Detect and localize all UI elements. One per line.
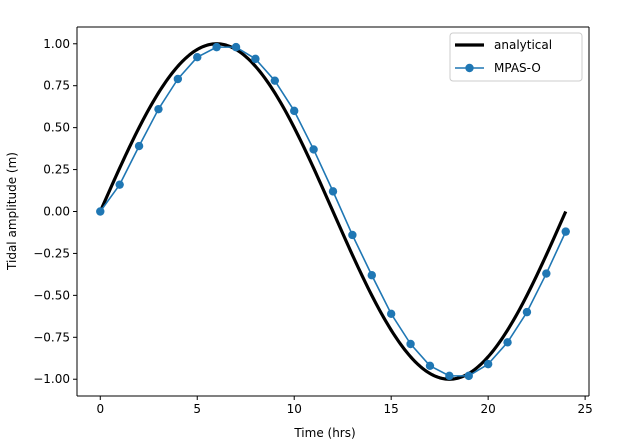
mpas-o-point xyxy=(134,141,144,151)
mpas-o-point xyxy=(522,307,532,317)
mpas-o-point xyxy=(173,74,183,84)
x-tick-label: 0 xyxy=(96,402,104,416)
y-tick-label: −1.00 xyxy=(33,372,70,386)
mpas-o-point xyxy=(406,339,415,349)
mpas-o-point xyxy=(115,180,124,189)
x-tick-label: 20 xyxy=(481,402,496,416)
mpas-o-point xyxy=(212,42,221,52)
mpas-o-point xyxy=(193,52,202,62)
y-tick-label: 0.75 xyxy=(43,79,70,93)
y-tick-label: −0.75 xyxy=(33,330,70,344)
mpas-o-point xyxy=(328,187,338,196)
mpas-o-point xyxy=(503,338,512,347)
legend-mpas-o-marker xyxy=(465,63,474,73)
x-tick-label: 5 xyxy=(193,402,201,416)
legend: analytical MPAS-O xyxy=(449,32,583,82)
y-tick-label: 0.25 xyxy=(43,163,70,177)
mpas-o-point xyxy=(561,227,570,236)
x-tick-label: 15 xyxy=(384,402,399,416)
x-tick-label: 25 xyxy=(577,402,592,416)
mpas-o-point xyxy=(367,271,376,280)
mpas-o-point xyxy=(386,309,396,319)
x-axis-label: Time (hrs) xyxy=(293,426,355,440)
mpas-o-point xyxy=(154,104,163,114)
mpas-o-point xyxy=(96,207,105,216)
plot-area xyxy=(96,42,570,381)
mpas-o-point xyxy=(348,230,357,240)
mpas-o-point xyxy=(425,361,435,371)
legend-analytical-label: analytical xyxy=(494,38,552,52)
analytical-line xyxy=(98,42,568,381)
mpas-o-point xyxy=(483,359,493,369)
axes: 0 5 10 15 20 25 1.00 0.75 0.50 0.25 0.00 −0.25 −0.50… xyxy=(33,26,593,416)
mpas-o-point xyxy=(270,76,280,85)
y-tick-label: 0.00 xyxy=(43,205,70,219)
y-axis-label: Tidal amplitude (m) xyxy=(5,152,19,271)
legend-mpas-o-label: MPAS-O xyxy=(494,61,541,75)
mpas-o-point xyxy=(445,371,454,381)
x-tick-label: 10 xyxy=(287,402,302,416)
mpas-o-point xyxy=(290,106,299,116)
mpas-o-point xyxy=(542,269,551,278)
mpas-o-point xyxy=(309,145,318,154)
y-tick-label: 1.00 xyxy=(43,37,70,51)
mpas-o-point xyxy=(251,54,260,64)
y-tick-label: −0.50 xyxy=(33,288,70,302)
y-tick-label: −0.25 xyxy=(33,246,70,260)
mpas-o-point xyxy=(464,371,473,381)
mpas-o-point xyxy=(231,42,241,52)
y-tick-label: 0.50 xyxy=(43,121,70,135)
